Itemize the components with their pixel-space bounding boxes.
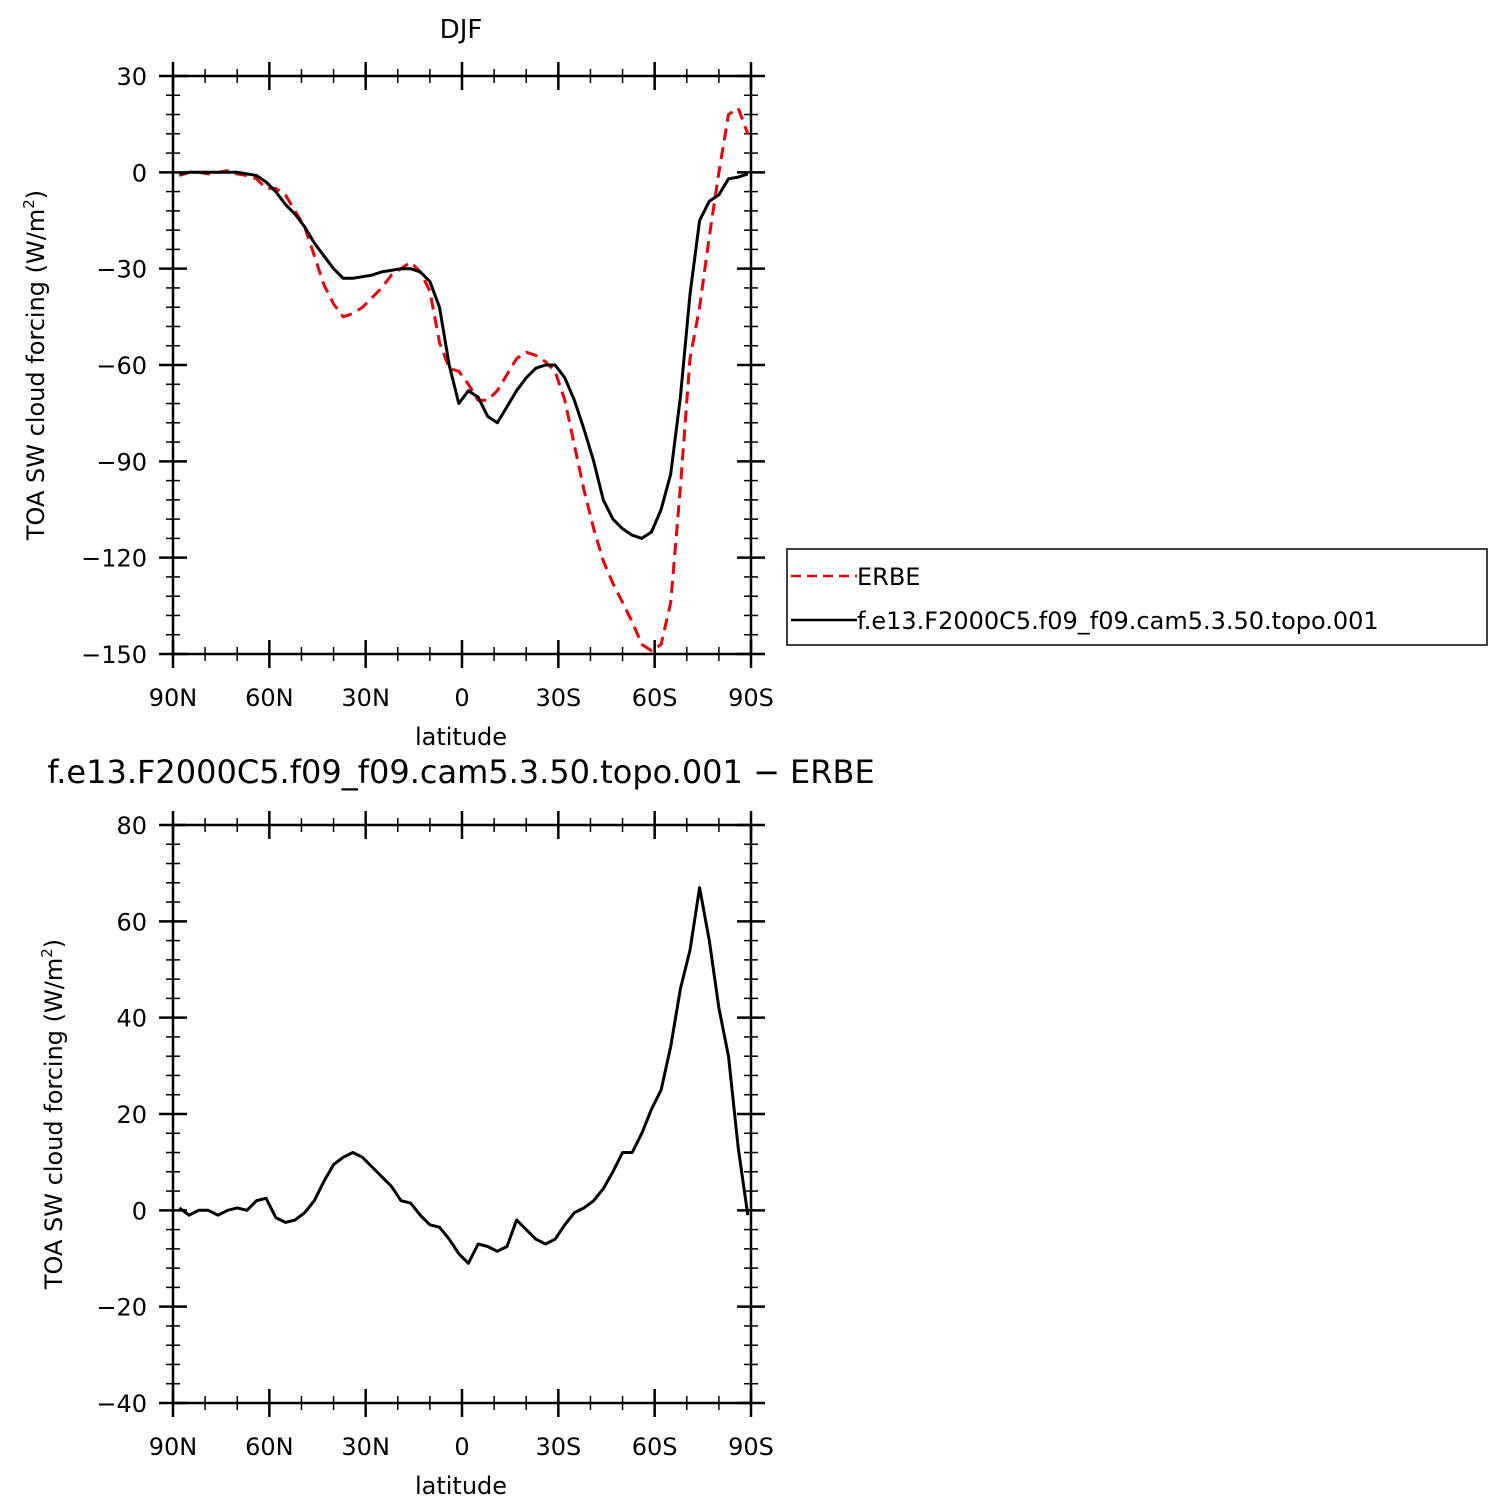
- x-tick-label: 30N: [341, 684, 390, 712]
- y-tick-label: 40: [116, 1005, 147, 1033]
- bottom-x-axis-label: latitude: [415, 1472, 507, 1500]
- legend-model-label: f.e13.F2000C5.f09_f09.cam5.3.50.topo.001: [857, 607, 1379, 635]
- y-tick-label: 30: [116, 63, 147, 91]
- x-tick-label: 60S: [632, 1433, 678, 1461]
- y-tick-label: −90: [96, 448, 147, 476]
- y-tick-label: −120: [81, 545, 147, 573]
- bottom-plot-frame: [171, 823, 753, 1405]
- bottom-axis-ticks: [159, 811, 765, 1417]
- y-tick-label: −40: [96, 1390, 147, 1418]
- top-x-tick-labels: 90N 60N 30N 0 30S 60S 90S: [149, 684, 774, 712]
- x-tick-label: 60N: [245, 1433, 294, 1461]
- x-tick-label: 60N: [245, 684, 294, 712]
- top-axis-ticks: [159, 62, 765, 668]
- top-y-tick-labels: 30 0 −30 −60 −90 −120 −150: [81, 63, 147, 669]
- x-tick-label: 30S: [535, 684, 581, 712]
- x-tick-label: 30N: [341, 1433, 390, 1461]
- top-y-axis-label: TOA SW cloud forcing (W/m2): [20, 190, 50, 541]
- y-tick-label: 60: [116, 908, 147, 936]
- x-tick-label: 90N: [149, 1433, 198, 1461]
- top-chart-panel: DJF 30 0 −30 −60 −90 −120 −150 90N 60N 30N 0 30S 60…: [20, 15, 774, 751]
- x-tick-label: 0: [454, 684, 469, 712]
- series-line-0: [178, 106, 750, 653]
- x-tick-label: 90N: [149, 684, 198, 712]
- top-plot-frame: [171, 74, 753, 656]
- y-tick-label: 80: [116, 812, 147, 840]
- y-tick-label: 0: [132, 1197, 147, 1225]
- x-tick-label: 60S: [632, 684, 678, 712]
- series-line-0: [178, 886, 750, 1265]
- x-tick-label: 90S: [728, 684, 774, 712]
- x-tick-label: 90S: [728, 1433, 774, 1461]
- y-tick-label: 0: [132, 159, 147, 187]
- legend: ERBE f.e13.F2000C5.f09_f09.cam5.3.50.top…: [786, 548, 1488, 646]
- x-tick-label: 0: [454, 1433, 469, 1461]
- bottom-y-axis-label: TOA SW cloud forcing (W/m2): [38, 939, 68, 1290]
- bottom-x-tick-labels: 90N 60N 30N 0 30S 60S 90S: [149, 1433, 774, 1461]
- y-tick-label: −150: [81, 641, 147, 669]
- legend-erbe-label: ERBE: [857, 563, 920, 591]
- bottom-chart-panel: f.e13.F2000C5.f09_f09.cam5.3.50.topo.001…: [38, 753, 875, 1500]
- y-tick-label: −20: [96, 1294, 147, 1322]
- bottom-chart-title: f.e13.F2000C5.f09_f09.cam5.3.50.topo.001…: [47, 753, 874, 791]
- legend-box: [786, 548, 1488, 646]
- bottom-series-lines: [178, 886, 750, 1265]
- top-chart-title: DJF: [440, 15, 483, 45]
- bottom-y-tick-labels: 80 60 40 20 0 −20 −40: [96, 812, 147, 1418]
- top-x-axis-label: latitude: [415, 723, 507, 751]
- top-series-lines: [178, 106, 750, 653]
- y-tick-label: −30: [96, 256, 147, 284]
- y-tick-label: 20: [116, 1101, 147, 1129]
- y-tick-label: −60: [96, 352, 147, 380]
- x-tick-label: 30S: [535, 1433, 581, 1461]
- series-line-1: [179, 170, 749, 540]
